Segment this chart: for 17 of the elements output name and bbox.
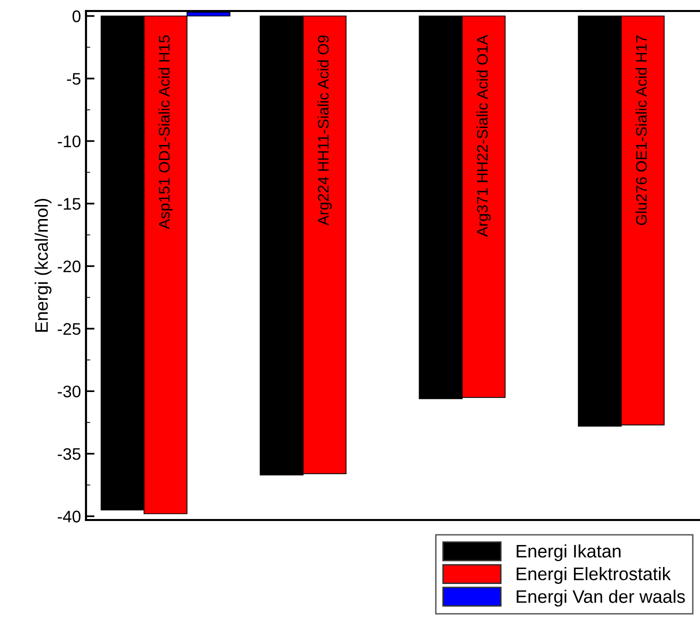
y-tick-label: -5 [67,73,80,85]
y-tick-label: -25 [58,323,80,335]
y-tick-label: -10 [58,135,80,148]
x-tick-label: Glu276 OE1-Sialic Acid H17 [636,36,647,226]
y-tick-label: -35 [58,448,80,460]
legend-label: Energi Ikatan [516,544,620,562]
x-tick-label: Arg224 HH11-Sialic Acid O9 [317,35,332,226]
y-tick-label: 0 [72,10,80,22]
x-tick-label: Arg371 HH22-Sialic Acid O1A [476,34,491,237]
y-tick-label: -20 [58,260,80,272]
y-tick-label: -30 [58,386,80,398]
legend-label: Energi Elektrostatik [516,567,671,584]
legend-label: Energi Van der waals [516,590,685,607]
y-axis-title: Energi (kcal/mol) [34,198,52,332]
x-tick-label: Asp151 OD1-Sialic Acid H15 [158,35,173,230]
y-tick-label: -15 [58,198,80,210]
y-tick-label: -40 [58,510,80,522]
